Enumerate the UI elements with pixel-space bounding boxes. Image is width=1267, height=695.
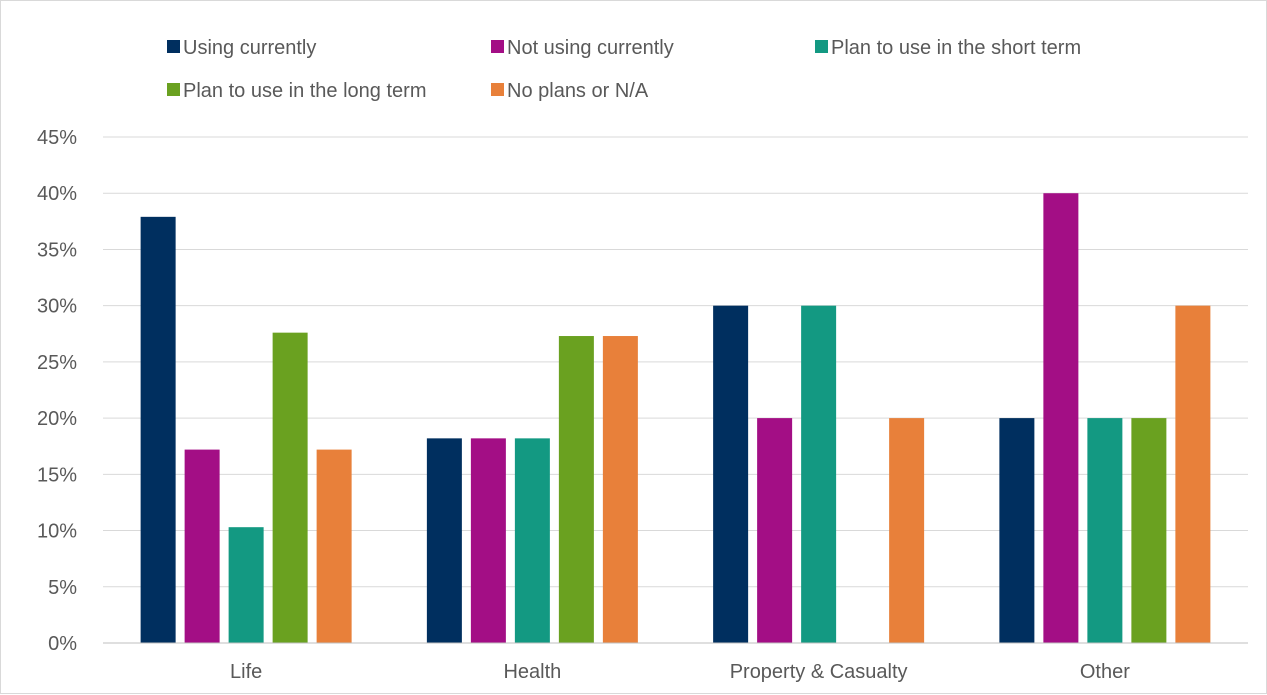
legend-swatch-not-using-currently bbox=[491, 40, 504, 53]
legend-label-not-using-currently: Not using currently bbox=[507, 37, 674, 59]
legend-swatch-plan-to-use-in-the-short-term bbox=[815, 40, 828, 53]
bar-life-plan-to-use-in-the-short-term bbox=[228, 527, 264, 643]
y-tick-label: 30% bbox=[37, 296, 77, 318]
bar-life-using-currently bbox=[140, 216, 176, 643]
y-tick-label: 20% bbox=[37, 408, 77, 430]
legend-swatch-no-plans-or-n-a bbox=[491, 83, 504, 96]
bar-health-no-plans-or-n-a bbox=[602, 336, 638, 643]
bars bbox=[140, 193, 1211, 643]
y-tick-label: 25% bbox=[37, 352, 77, 374]
legend-label-plan-to-use-in-the-short-term: Plan to use in the short term bbox=[831, 37, 1081, 59]
bar-property-and-casualty-not-using-currently bbox=[757, 418, 793, 643]
bar-other-plan-to-use-in-the-short-term bbox=[1087, 418, 1123, 643]
legend-label-no-plans-or-n-a: No plans or N/A bbox=[507, 80, 649, 102]
y-tick-label: 45% bbox=[37, 127, 77, 149]
legend-label-plan-to-use-in-the-long-term: Plan to use in the long term bbox=[183, 80, 426, 102]
y-axis: 0% 5% 10% 15% 20% 25% 30% 35% 40% 45% bbox=[37, 127, 77, 655]
bar-property-and-casualty-no-plans-or-n-a bbox=[889, 418, 925, 643]
y-tick-label: 5% bbox=[48, 577, 77, 599]
x-tick-label-life: Life bbox=[230, 661, 262, 683]
legend-swatch-plan-to-use-in-the-long-term bbox=[167, 83, 180, 96]
bar-other-using-currently bbox=[999, 418, 1035, 643]
bar-life-no-plans-or-n-a bbox=[316, 449, 352, 643]
bar-other-not-using-currently bbox=[1043, 193, 1079, 643]
y-tick-label: 15% bbox=[37, 464, 77, 486]
bar-property-and-casualty-using-currently bbox=[713, 305, 749, 643]
y-tick-label: 0% bbox=[48, 633, 77, 655]
x-axis: Life Health Property & Casualty Other bbox=[103, 642, 1248, 683]
bar-health-plan-to-use-in-the-long-term bbox=[558, 336, 594, 643]
y-tick-label: 40% bbox=[37, 183, 77, 205]
legend-swatch-using-currently bbox=[167, 40, 180, 53]
bar-health-not-using-currently bbox=[470, 438, 506, 643]
x-tick-label-other: Other bbox=[1080, 661, 1130, 683]
legend-label-using-currently: Using currently bbox=[183, 37, 316, 59]
bar-other-plan-to-use-in-the-long-term bbox=[1131, 418, 1167, 643]
bar-life-not-using-currently bbox=[184, 449, 220, 643]
bar-health-using-currently bbox=[426, 438, 462, 643]
bar-other-no-plans-or-n-a bbox=[1175, 305, 1211, 643]
x-tick-label-property-and-casualty: Property & Casualty bbox=[730, 661, 908, 683]
bar-property-and-casualty-plan-to-use-in-the-short-term bbox=[801, 305, 837, 643]
y-tick-label: 10% bbox=[37, 521, 77, 543]
bar-life-plan-to-use-in-the-long-term bbox=[272, 332, 308, 643]
y-tick-label: 35% bbox=[37, 239, 77, 261]
bar-health-plan-to-use-in-the-short-term bbox=[514, 438, 550, 643]
legend: Using currently Not using currently Plan t… bbox=[167, 37, 1081, 102]
x-tick-label-health: Health bbox=[503, 661, 561, 683]
